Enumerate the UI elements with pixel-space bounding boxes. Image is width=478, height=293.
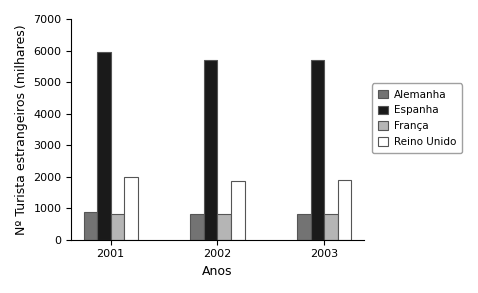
Bar <box>231 181 245 240</box>
Bar <box>325 214 338 240</box>
Bar <box>110 214 124 240</box>
Bar <box>84 212 97 240</box>
Bar <box>297 214 311 240</box>
X-axis label: Anos: Anos <box>202 265 233 278</box>
Bar <box>97 52 110 240</box>
Bar <box>311 60 325 240</box>
Bar <box>217 214 231 240</box>
Y-axis label: Nº Turista estrangeiros (milhares): Nº Turista estrangeiros (milhares) <box>15 24 28 235</box>
Bar <box>190 214 204 240</box>
Bar <box>204 60 217 240</box>
Bar <box>124 177 138 240</box>
Legend: Alemanha, Espanha, França, Reino Unido: Alemanha, Espanha, França, Reino Unido <box>372 84 462 153</box>
Bar <box>338 180 351 240</box>
